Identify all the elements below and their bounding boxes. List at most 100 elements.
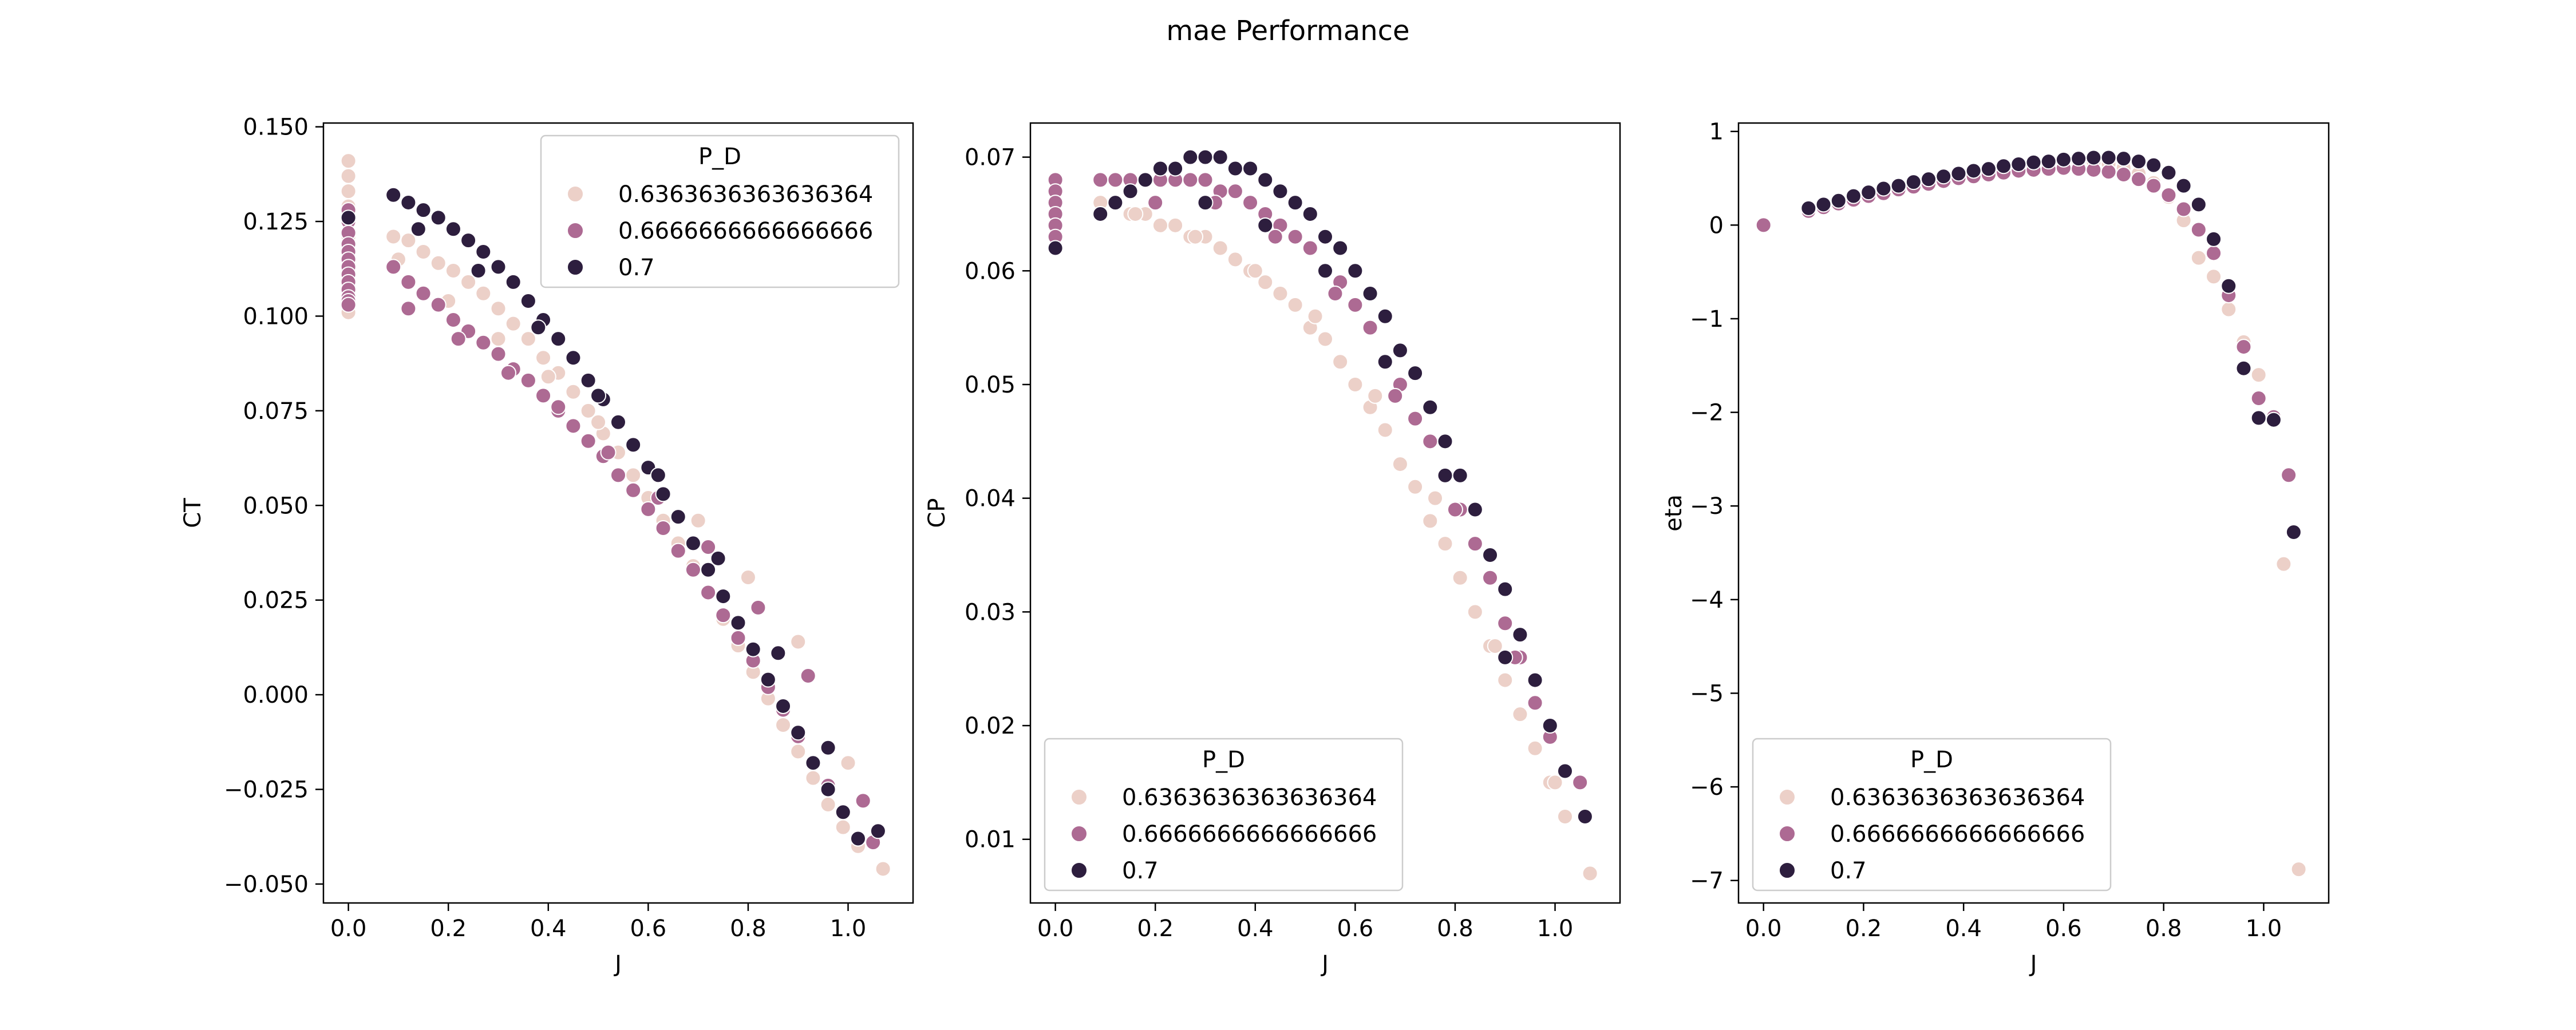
eta-data-point	[2160, 187, 2177, 203]
cp-data-point	[1377, 354, 1393, 370]
ct-data-point	[715, 588, 732, 605]
eta-data-point	[2055, 151, 2072, 168]
ct-data-point	[685, 561, 701, 578]
cp-data-point	[1247, 263, 1263, 279]
eta-data-point	[1800, 200, 1817, 216]
cp-data-point	[1527, 740, 1543, 756]
ct-data-point	[580, 433, 596, 449]
eta-series-2	[1800, 149, 2302, 541]
eta-legend: P_D 0.6363636363636364 0.6666666666666666 0…	[1752, 738, 2112, 892]
ct-data-point	[650, 467, 666, 484]
cp-data-point	[1422, 433, 1439, 450]
ct-data-point	[625, 467, 642, 484]
eta-data-point	[1875, 180, 1892, 197]
cp-data-point	[1437, 536, 1453, 552]
eta-data-point	[2010, 156, 2027, 172]
ct-data-point	[340, 168, 357, 184]
ct-data-point	[760, 671, 776, 688]
ct-data-point	[520, 331, 536, 347]
ct-data-point	[530, 319, 547, 336]
cp-data-point	[1257, 172, 1274, 188]
cp-x-tick-label: 0.0	[1037, 916, 1074, 942]
cp-y-axis-label: CP	[924, 498, 950, 528]
cp-data-point	[1272, 286, 1289, 302]
cp-data-point	[1167, 217, 1184, 233]
cp-data-point	[1377, 422, 1393, 438]
cp-data-point	[1497, 672, 1514, 688]
cp-data-point	[1317, 228, 1333, 245]
cp-legend-label: 0.6666666666666666	[1122, 821, 1377, 847]
ct-data-point	[445, 312, 461, 328]
ct-data-point	[775, 717, 792, 734]
ct-data-point	[505, 274, 521, 290]
cp-data-point	[1287, 296, 1303, 313]
cp-data-point	[1392, 342, 1408, 359]
eta-data-point	[2100, 164, 2117, 180]
ct-data-point	[535, 387, 552, 404]
eta-legend-marker	[1779, 862, 1796, 879]
cp-data-point	[1317, 263, 1333, 279]
cp-legend-title: P_D	[1202, 747, 1245, 773]
ct-y-tick-label: −0.050	[224, 871, 309, 898]
ct-x-tick-label: 0.6	[630, 916, 667, 942]
cp-data-point	[1482, 547, 1499, 564]
eta-x-tick-label: 0.0	[1745, 916, 1782, 942]
eta-legend-label: 0.7	[1830, 858, 1867, 884]
cp-data-point	[1362, 286, 1378, 302]
ct-data-point	[730, 615, 746, 631]
cp-data-point	[1332, 240, 1349, 256]
ct-data-point	[820, 796, 836, 813]
eta-legend-label: 0.6666666666666666	[1830, 821, 2085, 847]
ct-data-point	[445, 221, 461, 237]
ct-x-tick-label: 1.0	[830, 916, 867, 942]
ct-data-point	[565, 383, 582, 400]
ct-data-point	[340, 296, 357, 313]
cp-data-point	[1582, 865, 1598, 882]
ct-data-point	[475, 243, 492, 260]
cp-y-tick-label: 0.04	[965, 486, 1016, 512]
cp-data-point	[1287, 228, 1303, 245]
ct-data-point	[385, 187, 402, 203]
figure-title: mae Performance	[1166, 15, 1409, 47]
cp-data-point	[1447, 501, 1463, 518]
ct-x-tick-label: 0.4	[530, 916, 567, 942]
cp-data-point	[1302, 240, 1318, 256]
cp-data-point	[1107, 172, 1124, 188]
ct-y-tick-label: 0.125	[243, 209, 309, 235]
ct-legend-marker	[567, 222, 584, 239]
eta-x-tick-label: 0.6	[2045, 916, 2082, 942]
ct-legend-frame	[540, 134, 900, 288]
cp-y-tick-label: 0.06	[965, 258, 1016, 284]
eta-data-point	[2250, 390, 2267, 407]
eta-data-point	[2175, 201, 2192, 217]
cp-data-point	[1147, 195, 1164, 211]
cp-data-point	[1547, 774, 1563, 791]
eta-data-point	[1905, 174, 1922, 191]
eta-data-point	[2146, 177, 2162, 194]
cp-data-point	[1137, 172, 1153, 188]
ct-data-point	[610, 414, 626, 430]
eta-x-tick-label: 1.0	[2246, 916, 2282, 942]
cp-data-point	[1092, 205, 1109, 222]
cp-y-tick-label: 0.01	[965, 827, 1016, 853]
cp-data-point	[1212, 149, 1228, 165]
ct-data-point	[850, 830, 866, 847]
eta-data-point	[2085, 149, 2102, 166]
eta-y-tick-label: 0	[1709, 212, 1724, 239]
cp-data-point	[1542, 718, 1558, 734]
ct-data-point	[805, 770, 821, 786]
ct-data-point	[430, 296, 447, 313]
ct-data-point	[580, 372, 596, 389]
cp-legend: P_D 0.6363636363636364 0.6666666666666666 0…	[1044, 738, 1404, 892]
cp-data-point	[1302, 205, 1318, 222]
cp-data-point	[1307, 308, 1323, 324]
cp-data-point	[1122, 183, 1139, 200]
ct-data-point	[500, 365, 516, 381]
eta-x-tick-label: 0.2	[1846, 916, 1882, 942]
cp-data-point	[1212, 240, 1228, 256]
eta-data-point	[2130, 153, 2147, 170]
cp-data-point	[1317, 331, 1333, 347]
cp-data-point	[1482, 569, 1499, 586]
eta-data-point	[2221, 301, 2237, 318]
ct-data-point	[460, 274, 477, 290]
